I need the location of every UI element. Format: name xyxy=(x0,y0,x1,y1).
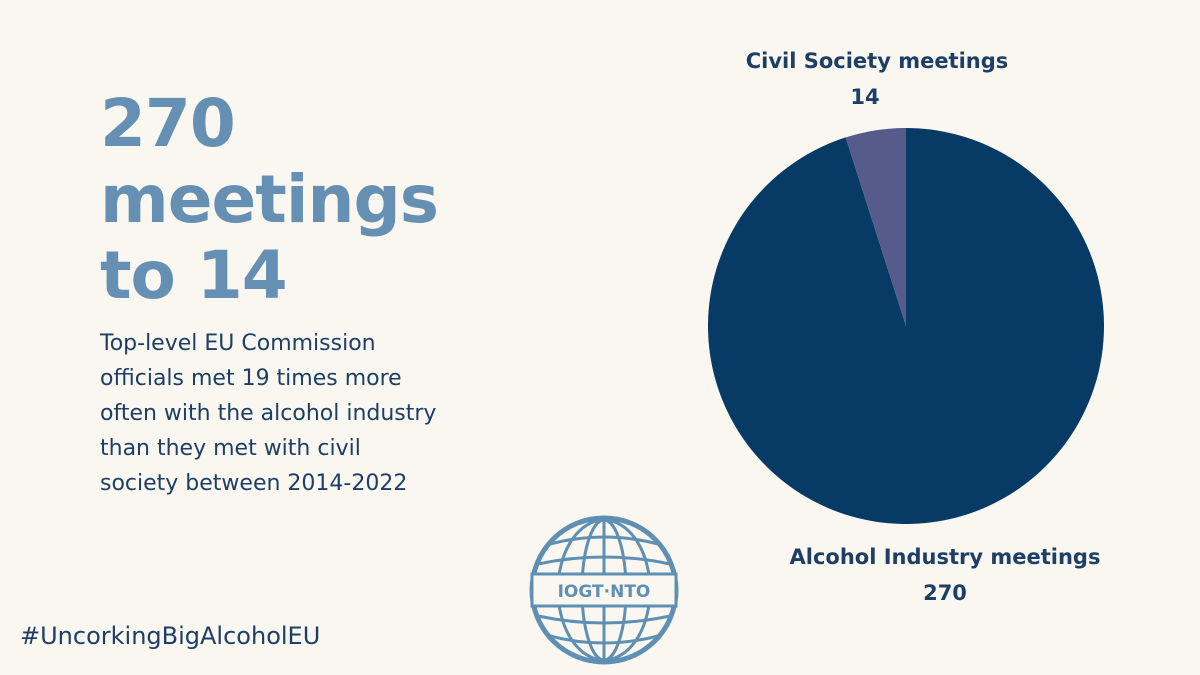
pie-slice-civil-society-meetings xyxy=(845,128,906,326)
subtitle-line-5: society between 2014-2022 xyxy=(100,471,408,496)
slice-value-civil-society: 14 xyxy=(850,85,879,109)
subtitle-text: Top-level EU Commission officials met 19… xyxy=(100,326,500,501)
subtitle-line-4: than they met with civil xyxy=(100,436,361,461)
slice-label-civil-society: Civil Society meetings xyxy=(746,49,1009,73)
headline: 270 meetings to 14 xyxy=(100,86,540,314)
iogt-nto-logo: IOGT·NTO xyxy=(529,515,679,665)
slice-label-alcohol-industry: Alcohol Industry meetings xyxy=(790,545,1101,569)
logo-band xyxy=(530,572,678,608)
subtitle-line-1: Top-level EU Commission xyxy=(100,331,376,356)
pie-slices xyxy=(707,128,1104,524)
meetings-pie-chart: Civil Society meetings 14 Alcohol Indust… xyxy=(707,49,1104,605)
headline-line-1: 270 xyxy=(100,85,236,162)
subtitle-line-2: officials met 19 times more xyxy=(100,366,402,391)
headline-line-3: to 14 xyxy=(100,237,288,314)
headline-line-2: meetings xyxy=(100,161,439,238)
logo-text: IOGT·NTO xyxy=(558,582,651,602)
hashtag: #UncorkingBigAlcoholEU xyxy=(20,622,321,650)
pie-slice-alcohol-industry-meetings xyxy=(707,128,1104,524)
slice-value-alcohol-industry: 270 xyxy=(923,581,967,605)
subtitle-line-3: often with the alcohol industry xyxy=(100,401,437,426)
